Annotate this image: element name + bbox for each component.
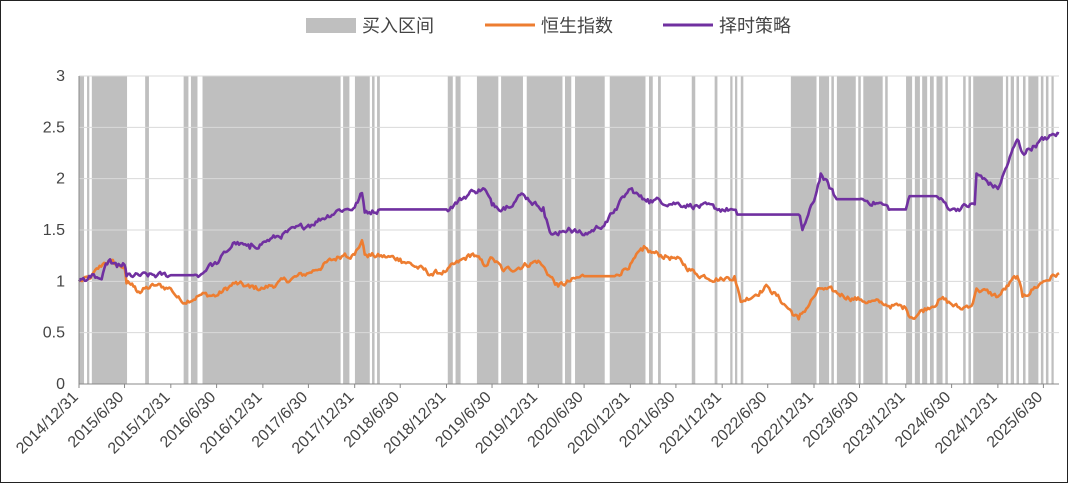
legend-label: 恒生指数 [541,16,613,37]
series-line-hsi [78,238,1060,321]
series-layer [77,131,1060,321]
y-tick-label: 2 [56,171,65,188]
y-tick-labels: 0 0.5 1 1.5 2 2.5 3 [43,68,65,393]
legend: 买入区间 恒生指数 择时策略 [306,16,791,37]
legend-label: 择时策略 [719,16,791,37]
legend-swatch-band [306,18,356,33]
axes [78,76,1059,385]
y-tick-label: 3 [56,68,65,85]
series-line-strategy [77,131,1060,283]
y-tick-label: 0.5 [43,325,65,342]
legend-label: 买入区间 [362,16,434,37]
y-tick-label: 2.5 [43,119,65,136]
y-tick-label: 1 [56,273,65,290]
y-tick-label: 1.5 [43,222,65,239]
x-tick-labels: 2014/12/312015/6/302015/12/312016/6/3020… [13,384,1046,457]
y-tick-label: 0 [56,376,65,393]
